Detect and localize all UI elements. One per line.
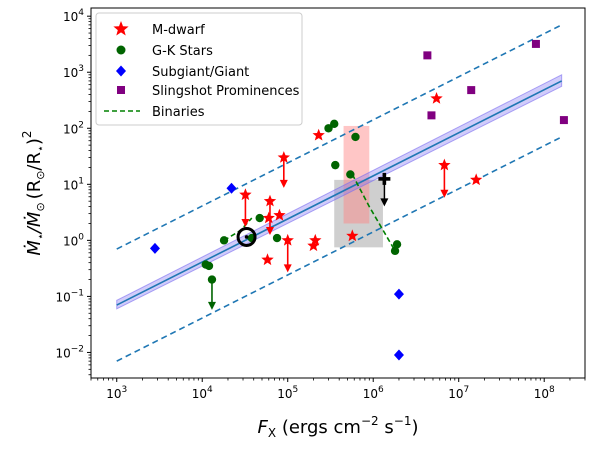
legend-label-gk: G-K Stars	[152, 44, 213, 59]
legend-label-binaries: Binaries	[152, 105, 205, 120]
fit-line	[116, 80, 563, 306]
y-tick-label-2: 100	[63, 232, 84, 248]
dashed-line-lower	[116, 136, 563, 362]
y-axis-label: Ṁ⋆/Ṁ⊙(R⊙/R⋆)2	[20, 130, 47, 255]
x-tick-label-5: 108	[534, 385, 555, 401]
mdwarf-point-5	[281, 233, 294, 246]
cross-limit-v	[382, 172, 387, 185]
upper-limit-arrow-0-4-head	[440, 189, 449, 198]
mdwarf-point-9	[346, 229, 359, 242]
gk-point-3	[207, 275, 217, 284]
x-axis-ticks: 103 104 105 106 107 108	[90, 378, 586, 401]
gk-point-5	[255, 213, 264, 223]
legend-label-giant: Subgiant/Giant	[152, 65, 249, 80]
x-tick-label-4: 107	[448, 385, 469, 401]
slingshot-point-4	[559, 116, 568, 125]
gk-point-8	[330, 119, 339, 129]
mdwarf-point-3	[262, 211, 275, 224]
mdwarf-point-12	[438, 158, 451, 171]
mdwarf-point-2	[263, 194, 277, 207]
sun-symbol-dot	[244, 235, 249, 239]
y-tick-label-5: 103	[63, 64, 84, 80]
mdwarf-point-1	[277, 151, 290, 163]
gk-point-10	[346, 170, 355, 179]
y-tick-label-4: 102	[63, 120, 84, 136]
upper-limit-arrow-0-1-head	[279, 179, 288, 188]
dashed-line-upper	[116, 24, 563, 250]
legend: M-dwarf G-K Stars Subgiant/Giant Slingsh…	[95, 12, 303, 126]
legend-label-mdwarf: M-dwarf	[152, 23, 205, 38]
legend-label-slingshot: Slingshot Prominences	[152, 84, 300, 99]
binary-line-1	[351, 174, 396, 252]
gk-point-9	[331, 160, 340, 170]
legend-icon-star	[113, 21, 129, 36]
fit-confidence-band	[116, 73, 563, 310]
gk-point-6	[272, 233, 282, 243]
mdwarf-point-6	[307, 239, 320, 252]
giant-point-2	[393, 288, 404, 300]
mdwarf-point-4	[273, 208, 286, 221]
x-axis-label: FX (ergs cm−2 s−1)	[258, 414, 419, 440]
slingshot-point-2	[467, 86, 476, 95]
mdwarf-point-10	[261, 253, 274, 266]
cross-limit-arrow-head	[380, 198, 389, 207]
y-tick-label-1: 10−1	[55, 288, 84, 304]
y-tick-label-6: 104	[63, 8, 84, 24]
legend-icon-square	[117, 86, 125, 94]
upper-limit-arrow-0-2-head	[265, 226, 274, 235]
mdwarf-point-7	[309, 233, 322, 246]
mdwarf-point-13	[470, 173, 483, 186]
upper-limit-arrow-1-0-head	[207, 301, 216, 310]
slingshot-point-1	[427, 111, 436, 120]
upper-limit-arrow-0-0-head	[241, 219, 250, 228]
gk-point-0	[219, 236, 229, 245]
mdwarf-point-11	[430, 92, 443, 104]
mdwarf-point-0	[239, 188, 252, 201]
data-marks	[149, 39, 568, 361]
mdwarf-point-8	[312, 128, 325, 141]
gk-point-12	[390, 246, 400, 256]
x-tick-label-0: 103	[106, 385, 127, 401]
x-tick-label-2: 105	[277, 385, 298, 401]
legend-icon-diamond	[116, 65, 126, 77]
y-tick-label-0: 10−2	[55, 344, 84, 360]
y-axis-ticks: 10−2 10−1 100 101 102 103 104	[55, 8, 91, 376]
gk-point-11	[351, 132, 360, 142]
legend-box	[95, 12, 303, 126]
giant-point-3	[393, 349, 404, 361]
upper-limit-arrow-0-3-head	[283, 264, 292, 273]
gk-point-2	[204, 261, 214, 271]
sun-symbol-ring	[236, 226, 257, 247]
giant-point-0	[149, 242, 160, 254]
gk-point-7	[324, 124, 333, 133]
slingshot-point-0	[423, 51, 432, 60]
legend-icons	[104, 21, 140, 112]
giant-point-1	[226, 182, 237, 194]
gk-point-13	[392, 240, 402, 249]
slingshot-point-3	[531, 39, 540, 48]
legend-icon-circle	[116, 45, 126, 55]
x-tick-label-1: 104	[192, 385, 213, 401]
y-tick-label-3: 101	[63, 176, 84, 192]
x-tick-label-3: 106	[363, 385, 384, 401]
